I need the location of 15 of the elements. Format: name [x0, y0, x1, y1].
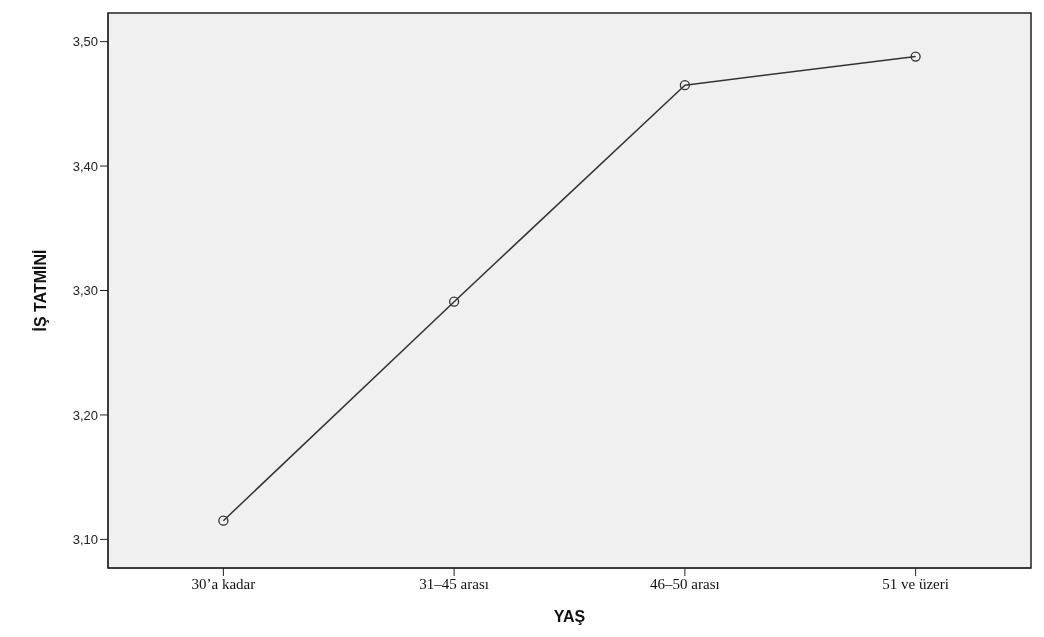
y-tick-label: 3,10 [72, 531, 98, 547]
point [448, 296, 460, 307]
point [218, 515, 229, 526]
x-tick-label: 31–45 arası [419, 575, 489, 592]
y-axis-title: İŞ TATMİNİ [31, 249, 49, 332]
y-tick-label: 3,50 [72, 34, 98, 50]
point [679, 80, 691, 91]
x-tick-label: 30’a kadar [191, 575, 256, 592]
x-tick-label: 46–50 arası [650, 575, 720, 592]
x-tick-label: 51 ve üzeri [882, 575, 949, 592]
y-tick-label: 3,20 [72, 407, 98, 423]
y-tick-label: 3,40 [72, 158, 98, 174]
x-axis-title: YAŞ [553, 608, 586, 625]
point [910, 51, 921, 62]
y-tick-label: 3,30 [72, 283, 98, 299]
